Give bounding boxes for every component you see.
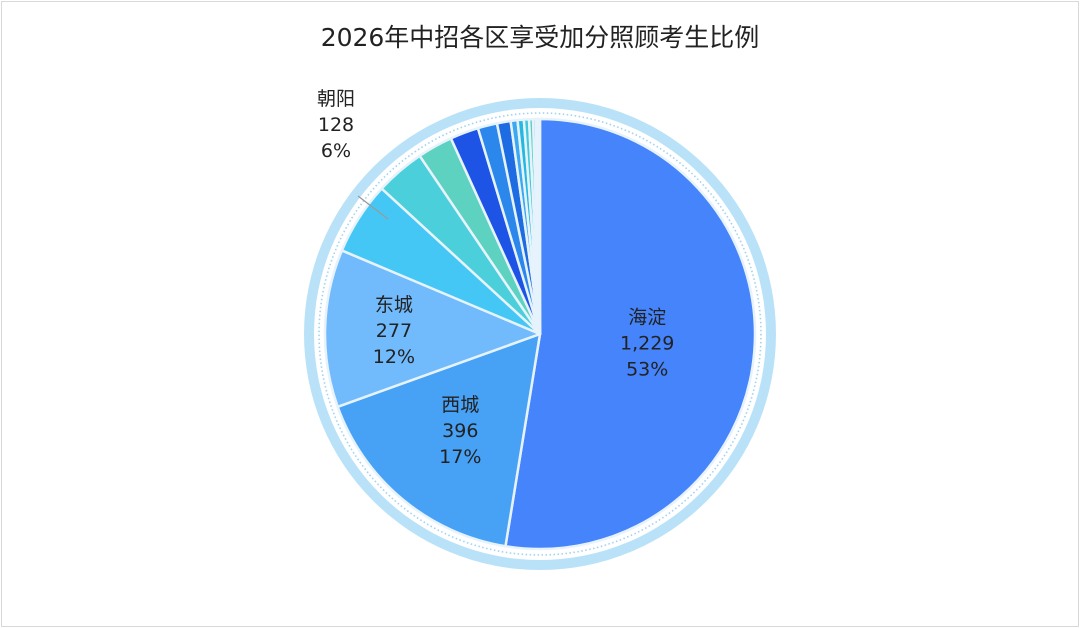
slice-percent-label: 12% [373,346,415,368]
dotted-ring [318,112,762,556]
pie-slice [504,117,757,551]
pie-slice [336,332,542,548]
slice-percent-label: 17% [439,446,481,468]
slice-percent-label: 53% [626,359,668,381]
slice-value-label: 396 [442,420,478,442]
slice-name-label: 海淀 [628,307,666,329]
slice-name-label: 东城 [375,294,413,316]
leader-line-chaoyang [357,195,389,220]
pie-slice [537,117,542,336]
slice-name-label: 西城 [441,394,479,416]
slice-value-label: 128 [318,114,354,136]
chart-title: 2026年中招各区享受加分照顾考生比例 [320,23,760,52]
slice-value-label: 1,229 [620,333,674,355]
slice-name-label: 朝阳 [317,88,355,110]
slice-percent-label: 6% [321,140,351,162]
pie-slice [323,249,542,409]
slice-value-label: 277 [376,320,412,342]
